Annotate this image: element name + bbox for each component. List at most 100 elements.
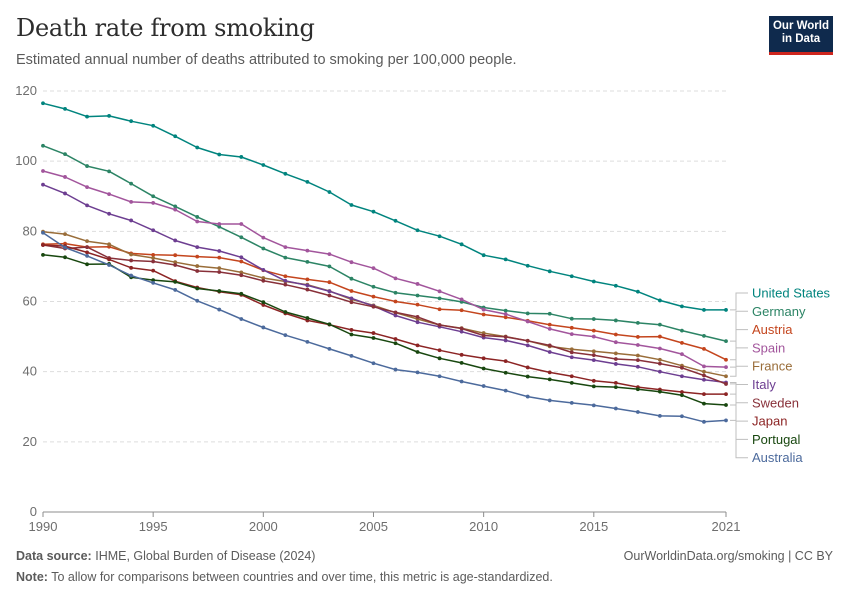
data-point-france [151, 256, 156, 260]
data-point-united-states [41, 101, 45, 106]
data-point-australia [658, 413, 662, 418]
data-point-portugal [658, 389, 662, 394]
data-point-australia [503, 388, 508, 393]
x-tick-label: 2000 [249, 519, 278, 534]
data-point-austria [349, 289, 354, 293]
data-point-australia [217, 307, 222, 312]
data-point-germany [371, 284, 376, 289]
data-point-japan [547, 370, 552, 375]
data-point-portugal [85, 262, 89, 267]
data-point-germany [239, 235, 244, 240]
data-point-united-states [63, 106, 67, 111]
data-point-spain [151, 201, 156, 205]
data-point-austria [547, 322, 552, 327]
data-point-germany [261, 246, 266, 251]
data-point-japan [107, 257, 111, 262]
data-point-italy [702, 377, 706, 382]
y-tick-label: 20 [23, 434, 37, 449]
data-point-italy [459, 329, 464, 334]
data-point-australia [173, 288, 178, 292]
data-point-australia [85, 253, 89, 258]
data-point-spain [680, 352, 684, 357]
data-point-united-states [591, 279, 596, 284]
data-point-united-states [569, 274, 574, 279]
y-tick-label: 120 [15, 83, 37, 98]
data-point-australia [635, 410, 640, 414]
data-point-australia [569, 400, 574, 405]
data-point-france [658, 357, 662, 362]
legend-connector-united-states [730, 292, 748, 311]
data-point-spain [239, 222, 244, 226]
data-point-japan [459, 352, 464, 357]
data-point-united-states [459, 242, 464, 247]
data-point-japan [85, 250, 89, 255]
series-line-spain [42, 170, 727, 368]
data-point-sweden [613, 357, 618, 361]
data-point-spain [437, 289, 442, 294]
data-point-germany [173, 204, 178, 209]
legend-label-germany: Germany [752, 304, 806, 319]
data-point-germany [635, 321, 640, 325]
data-point-germany [217, 224, 222, 229]
series-line-united-states [42, 102, 726, 311]
data-point-france [173, 260, 178, 265]
data-point-spain [371, 266, 376, 271]
data-source-label: Data source: [16, 549, 92, 563]
data-point-france [63, 232, 67, 237]
data-point-australia [129, 273, 134, 278]
data-point-italy [85, 203, 89, 208]
data-point-australia [393, 367, 398, 372]
data-point-spain [658, 346, 662, 351]
data-point-united-states [415, 228, 420, 233]
series-line-france [42, 230, 727, 377]
data-point-italy [63, 191, 67, 196]
data-point-austria [591, 328, 596, 333]
data-point-japan [481, 356, 486, 361]
y-tick-label: 80 [23, 223, 37, 238]
data-point-australia [437, 374, 442, 379]
chart-note: Note: To allow for comparisons between c… [16, 570, 553, 584]
data-point-italy [680, 374, 684, 379]
data-point-austria [305, 277, 310, 282]
data-point-united-states [371, 209, 376, 214]
data-point-italy [195, 245, 200, 250]
data-point-sweden [305, 287, 310, 292]
data-point-united-states [327, 190, 332, 194]
data-point-australia [415, 370, 420, 375]
data-point-japan [41, 243, 45, 247]
logo-line-1: Our World [772, 20, 829, 32]
data-source-link[interactable]: IHME, Global Burden of Disease (2024) [95, 549, 316, 563]
data-point-spain [724, 365, 728, 370]
data-point-japan [724, 392, 728, 397]
data-point-germany [63, 152, 67, 157]
data-point-sweden [702, 373, 706, 378]
data-point-italy [261, 268, 266, 272]
data-point-sweden [349, 300, 354, 305]
data-point-portugal [525, 374, 530, 379]
data-point-australia [547, 398, 552, 403]
data-point-austria [459, 308, 464, 313]
data-point-france [239, 270, 244, 275]
data-point-portugal [635, 387, 640, 392]
data-point-spain [613, 340, 618, 345]
data-point-italy [283, 278, 288, 283]
series-line-portugal [42, 254, 727, 406]
data-point-united-states [151, 123, 156, 128]
data-point-portugal [151, 278, 156, 282]
source-url-link[interactable]: OurWorldinData.org/smoking | CC BY [623, 549, 833, 563]
data-point-germany [503, 308, 508, 313]
data-point-australia [724, 418, 728, 423]
data-point-france [129, 252, 134, 257]
data-point-united-states [481, 253, 486, 258]
data-point-united-states [217, 152, 222, 157]
data-point-germany [415, 293, 420, 298]
data-point-austria [415, 302, 420, 307]
legend-connector-france [730, 365, 748, 377]
data-point-portugal [415, 350, 420, 354]
data-point-germany [85, 164, 89, 168]
data-point-france [195, 264, 200, 268]
owid-logo[interactable]: Our World in Data [769, 16, 833, 55]
data-point-united-states [85, 114, 89, 119]
data-point-australia [680, 414, 684, 419]
data-point-japan [702, 392, 706, 397]
